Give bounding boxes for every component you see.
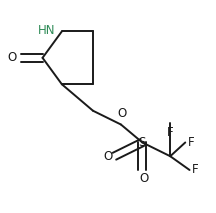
Text: F: F [187,136,194,149]
Text: HN: HN [38,24,56,37]
Text: F: F [167,125,173,138]
Text: O: O [103,150,112,163]
Text: O: O [8,51,17,64]
Text: O: O [140,172,149,185]
Text: O: O [117,107,127,120]
Text: S: S [139,136,146,149]
Text: F: F [192,164,198,177]
